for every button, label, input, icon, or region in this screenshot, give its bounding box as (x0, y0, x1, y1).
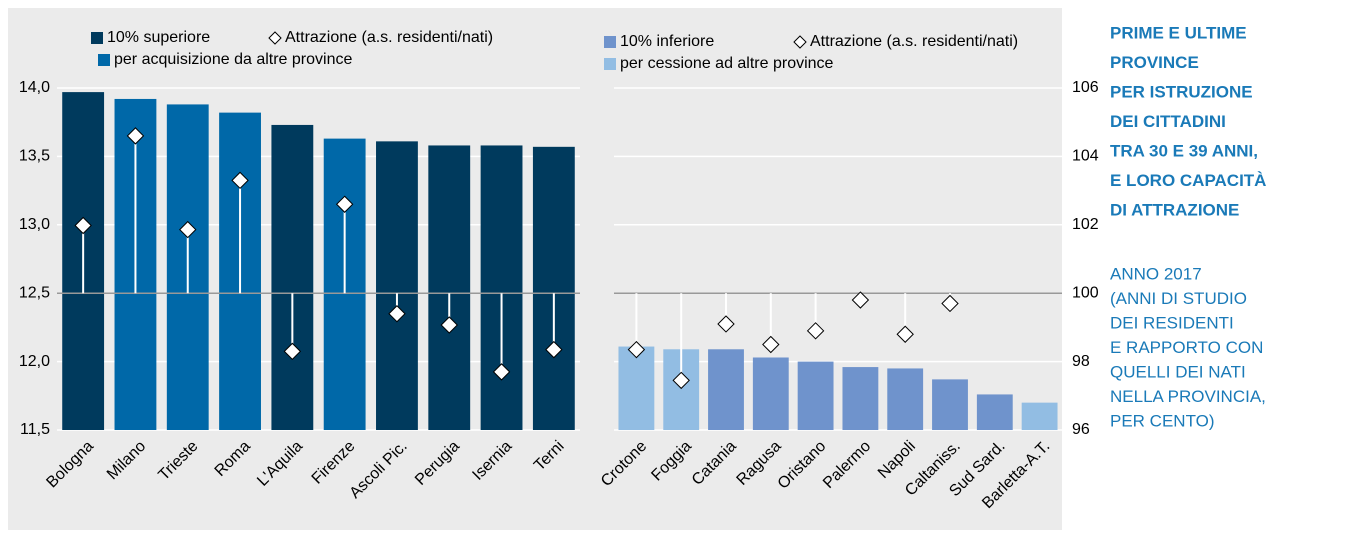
y-tick-label: 11,5 (20, 421, 50, 438)
bar (480, 145, 523, 430)
side-subtitle: NELLA PROVINCIA, (1110, 387, 1266, 406)
bar (932, 379, 968, 430)
legend-swatch (604, 36, 616, 48)
side-title: PER ISTRUZIONE (1110, 82, 1253, 101)
side-subtitle: E RAPPORTO CON (1110, 338, 1263, 357)
y2-tick-label: 96 (1072, 421, 1090, 438)
bar (532, 146, 575, 430)
bar (887, 368, 924, 430)
bar (428, 145, 471, 430)
side-subtitle: QUELLI DEI NATI (1110, 362, 1246, 381)
bar (708, 349, 744, 430)
y-tick-label: 13,5 (19, 148, 50, 165)
bar (976, 394, 1013, 430)
bar (842, 367, 879, 430)
diamond (896, 325, 914, 343)
bar (618, 346, 655, 430)
side-title: TRA 30 E 39 ANNI, (1110, 141, 1258, 160)
diamond (440, 316, 458, 334)
side-title: DEI CITTADINI (1110, 112, 1226, 131)
y2-tick-label: 98 (1072, 353, 1090, 370)
legend-marker (793, 35, 807, 49)
diamond (179, 220, 197, 239)
diamond (941, 294, 959, 313)
side-subtitle: ANNO 2017 (1110, 264, 1202, 283)
diamond (806, 322, 825, 340)
side-title: DI ATTRAZIONE (1110, 200, 1239, 219)
y2-tick-label: 104 (1072, 148, 1099, 165)
legend-label: per acquisizione da altre province (114, 51, 352, 68)
y-tick-label: 12,0 (19, 353, 50, 370)
legend-swatch (91, 32, 103, 44)
y-tick-label: 12,5 (19, 284, 50, 301)
diamond (335, 195, 354, 213)
legend-swatch (98, 54, 110, 66)
diamond (74, 216, 92, 235)
diamond (545, 340, 563, 359)
legend-label: Attrazione (a.s. residenti/nati) (810, 33, 1018, 50)
diamond (762, 335, 780, 354)
diamond (717, 315, 735, 333)
bar (376, 141, 418, 431)
y-tick-label: 14,0 (19, 79, 50, 96)
diamond (126, 127, 145, 145)
side-title: PRIME E ULTIME (1110, 23, 1247, 42)
legend-marker (268, 31, 282, 45)
side-subtitle: PER CENTO) (1110, 411, 1215, 430)
y2-tick-label: 106 (1072, 79, 1099, 96)
diamond (283, 342, 302, 361)
legend-label: 10% superiore (107, 29, 210, 46)
side-subtitle: DEI RESIDENTI (1110, 313, 1234, 332)
side-title: E LORO CAPACITÀ (1110, 171, 1266, 190)
diamond (627, 340, 646, 359)
bar (1021, 402, 1058, 430)
bar (797, 361, 834, 430)
bar (271, 124, 314, 430)
y2-tick-label: 100 (1072, 284, 1099, 301)
diamond (851, 291, 870, 309)
side-title: PROVINCE (1110, 53, 1199, 72)
legend-swatch (604, 58, 616, 70)
legend-label: Attrazione (a.s. residenti/nati) (285, 29, 493, 46)
diamond (492, 363, 511, 381)
y2-tick-label: 102 (1072, 216, 1099, 233)
diamond (231, 171, 249, 190)
y-tick-label: 13,0 (19, 216, 50, 233)
legend-label: per cessione ad altre province (620, 55, 834, 72)
side-subtitle: (ANNI DI STUDIO (1110, 289, 1247, 308)
bar (752, 357, 789, 430)
diamond (388, 305, 406, 323)
diamond (672, 371, 690, 390)
legend-label: 10% inferiore (620, 33, 714, 50)
